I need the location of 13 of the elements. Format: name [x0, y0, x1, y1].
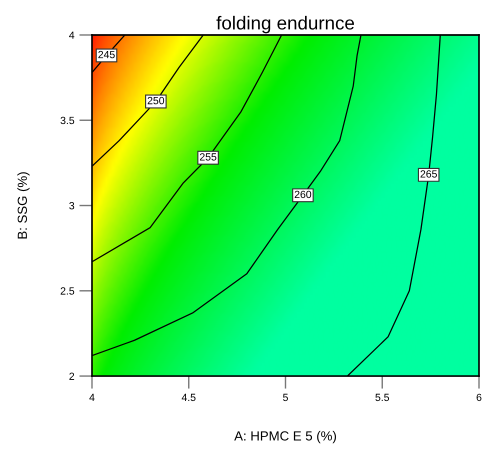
chart-title: folding endurnce — [216, 16, 354, 34]
x-tick-label: 5.5 — [375, 394, 390, 402]
y-tick-label: 3 — [69, 202, 74, 210]
x-tick-label: 5 — [283, 394, 288, 402]
x-tick-label: 6 — [476, 394, 482, 402]
x-tick-label: 4.5 — [182, 394, 196, 402]
x-tick-label: 4 — [89, 394, 95, 401]
y-axis-title: B: SSG (%) — [17, 172, 30, 239]
y-tick-label: 4 — [69, 32, 74, 39]
x-axis-title: A: HPMC E 5 (%) — [234, 430, 336, 444]
y-tick-label: 2.5 — [60, 287, 74, 295]
y-tick-label: 3.5 — [60, 116, 74, 124]
y-tick-label: 2 — [69, 372, 74, 380]
